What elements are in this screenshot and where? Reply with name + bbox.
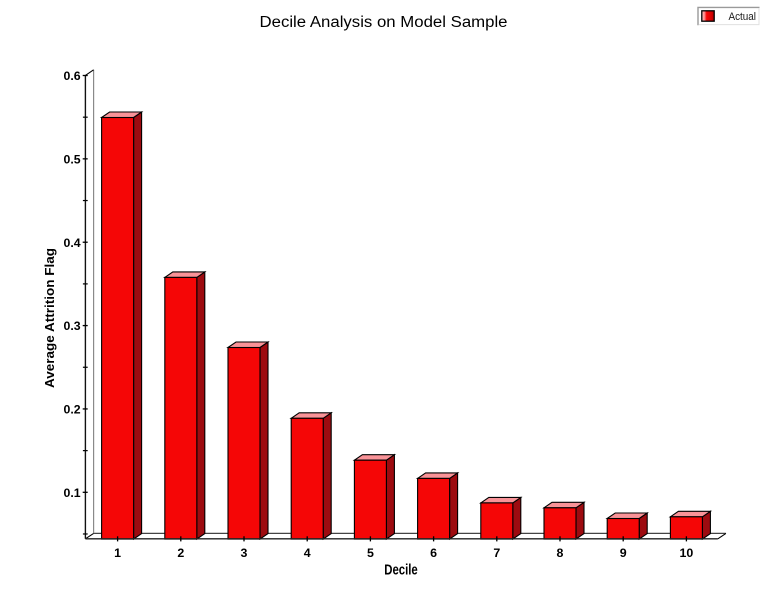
- svg-text:2: 2: [177, 546, 184, 560]
- svg-text:5: 5: [367, 546, 374, 560]
- svg-text:0.6: 0.6: [63, 69, 80, 83]
- svg-text:0.1: 0.1: [63, 486, 80, 500]
- svg-text:0.4: 0.4: [63, 236, 80, 250]
- svg-text:0.5: 0.5: [63, 152, 80, 166]
- svg-text:9: 9: [620, 546, 627, 560]
- svg-text:Average Attrition Flag: Average Attrition Flag: [42, 248, 57, 388]
- svg-text:4: 4: [304, 546, 311, 560]
- svg-text:7: 7: [493, 546, 500, 560]
- svg-text:3: 3: [241, 546, 248, 560]
- svg-text:Decile: Decile: [384, 562, 418, 578]
- svg-text:Decile Analysis on Model Sampl: Decile Analysis on Model Sample: [260, 14, 508, 31]
- svg-text:0.3: 0.3: [63, 319, 80, 333]
- svg-text:8: 8: [557, 546, 564, 560]
- svg-text:10: 10: [680, 546, 694, 560]
- svg-text:0.2: 0.2: [63, 403, 80, 417]
- svg-text:Actual: Actual: [729, 11, 757, 23]
- svg-text:6: 6: [430, 546, 437, 560]
- svg-text:1: 1: [114, 546, 121, 560]
